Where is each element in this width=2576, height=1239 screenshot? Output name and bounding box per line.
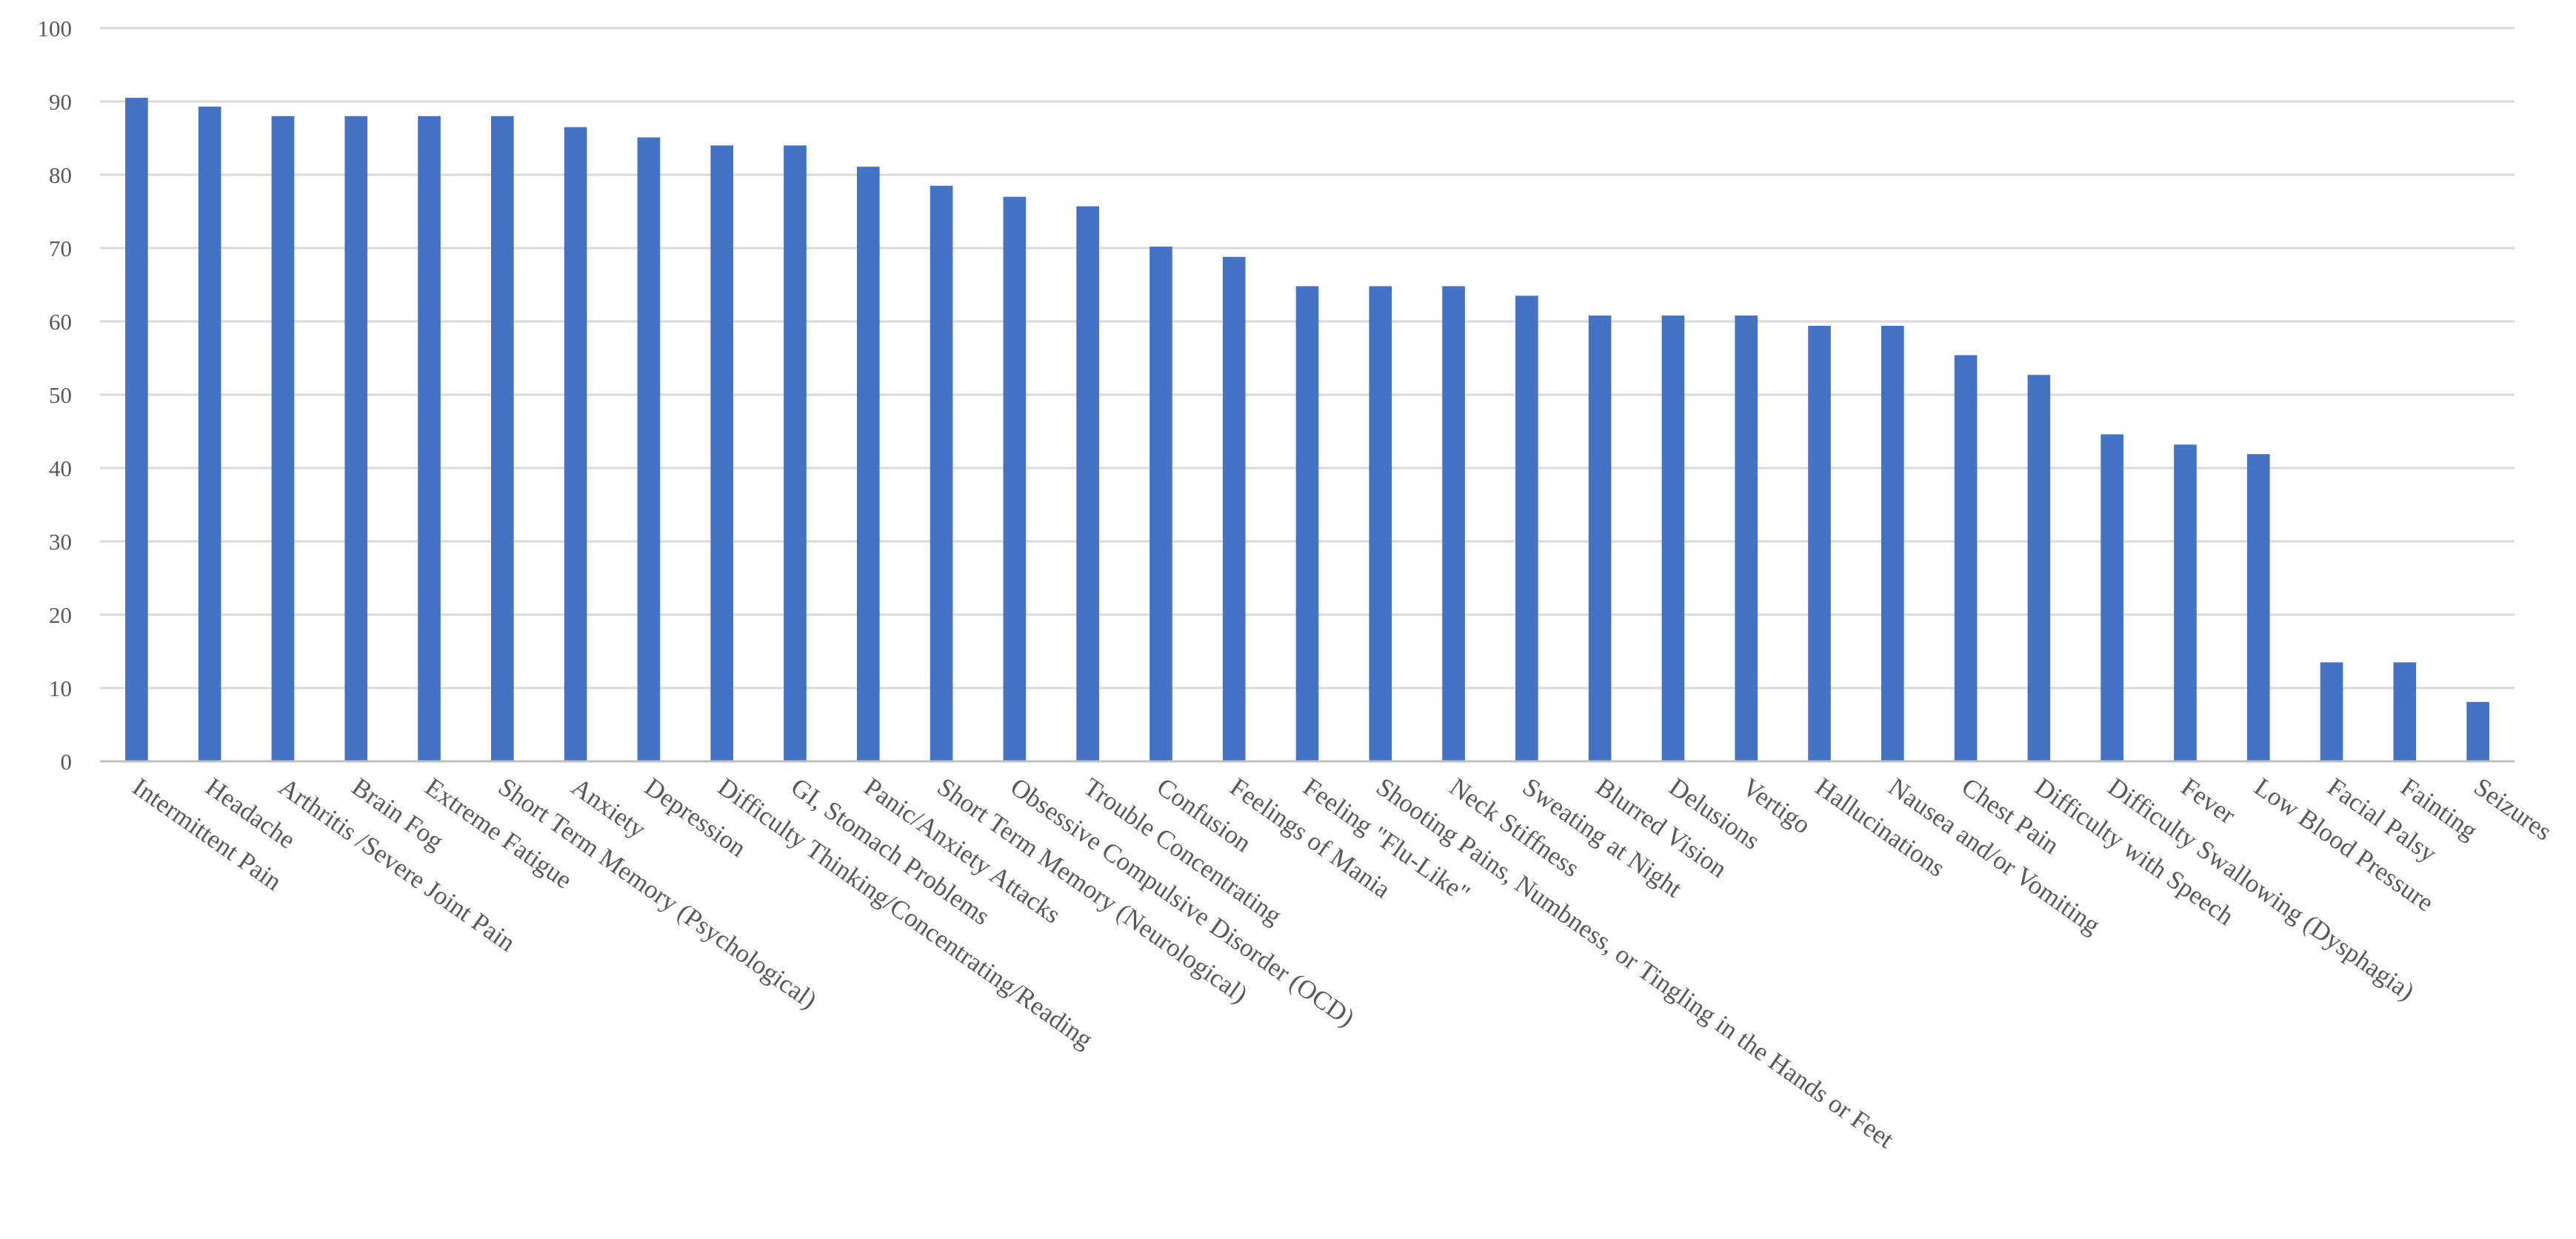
y-tick-label: 100 <box>38 16 73 41</box>
x-category-label: Seizures <box>2469 772 2557 846</box>
bar <box>344 116 368 762</box>
y-axis-tick-labels: 0 10 20 30 40 50 60 70 80 90 100 <box>38 16 73 775</box>
bars <box>125 98 2489 762</box>
bar <box>710 145 734 761</box>
y-tick-label: 10 <box>49 675 72 701</box>
bar <box>930 185 953 762</box>
bar <box>2320 662 2343 761</box>
bar <box>125 98 148 762</box>
bar <box>637 137 661 761</box>
bar <box>1076 206 1099 761</box>
bar <box>2027 375 2051 761</box>
bar <box>1735 315 1758 762</box>
bar <box>2393 662 2417 761</box>
bar <box>1661 315 1685 762</box>
y-tick-label: 80 <box>49 162 72 188</box>
bar <box>1295 286 1319 762</box>
bar <box>1808 325 1831 761</box>
y-tick-label: 40 <box>49 455 72 481</box>
bar <box>1442 286 1465 762</box>
y-tick-label: 60 <box>49 309 72 335</box>
bar <box>2466 701 2489 761</box>
y-tick-label: 90 <box>49 89 72 115</box>
bar <box>2246 454 2270 761</box>
x-category-label: Shooting Pains, Numbness, or Tingling in… <box>1371 772 1899 1155</box>
bar <box>1369 286 1392 762</box>
bar <box>1881 325 1904 761</box>
bar <box>2100 434 2123 761</box>
y-tick-label: 30 <box>49 529 72 555</box>
y-tick-label: 50 <box>49 382 72 408</box>
bar <box>1954 355 1978 761</box>
bar <box>271 116 295 762</box>
bar <box>2174 444 2197 761</box>
bar <box>198 106 221 761</box>
bar <box>418 116 441 762</box>
bar <box>1222 256 1246 761</box>
bar <box>1588 315 1612 762</box>
bar <box>491 116 514 762</box>
bar <box>1149 247 1172 761</box>
bar <box>1003 196 1027 761</box>
bar <box>1515 295 1538 762</box>
bar <box>564 127 587 761</box>
y-tick-label: 0 <box>61 749 73 775</box>
bar <box>784 145 807 761</box>
y-tick-label: 20 <box>49 602 72 628</box>
bar <box>856 167 880 762</box>
y-tick-label: 70 <box>49 236 72 261</box>
